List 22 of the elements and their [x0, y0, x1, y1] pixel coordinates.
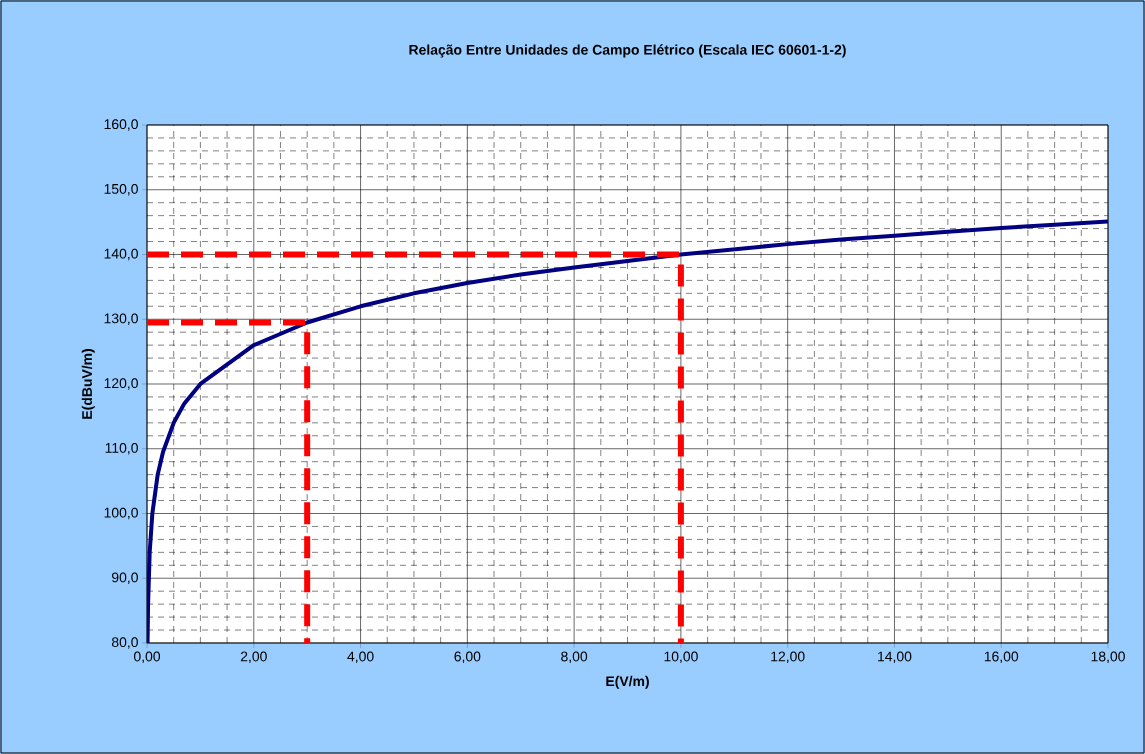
- y-axis-title: E(dBuV/m): [81, 349, 95, 419]
- y-tick-label: 140,0: [104, 248, 138, 261]
- chart-title: Relação Entre Unidades de Campo Elétrico (Escala IEC 60601-1-2): [409, 44, 846, 58]
- x-tick-label: 6,00: [454, 651, 481, 664]
- y-tick-label: 80,0: [111, 637, 138, 649]
- y-tick-label: 150,0: [104, 183, 138, 196]
- y-tick-label: 120,0: [104, 378, 138, 390]
- y-tick-label: 160,0: [104, 119, 138, 131]
- x-tick-label: 0,00: [133, 651, 161, 664]
- y-tick-label: 90,0: [112, 572, 138, 584]
- x-tick-label: 16,00: [984, 651, 1019, 664]
- x-tick-label: 4,00: [347, 651, 374, 664]
- x-tick-label: 2,00: [240, 651, 267, 664]
- x-tick-label: 12,00: [771, 651, 805, 664]
- x-tick-label: 14,00: [878, 651, 912, 664]
- x-axis-title: E(V/m): [606, 675, 649, 689]
- y-tick-label: 110,0: [105, 442, 138, 455]
- x-tick-label: 18,00: [1091, 651, 1125, 664]
- y-tick-label: 100,0: [104, 507, 138, 520]
- y-tick-label: 130,0: [104, 313, 138, 325]
- x-tick-label: 10,00: [664, 651, 698, 664]
- x-tick-label: 8,00: [561, 651, 588, 664]
